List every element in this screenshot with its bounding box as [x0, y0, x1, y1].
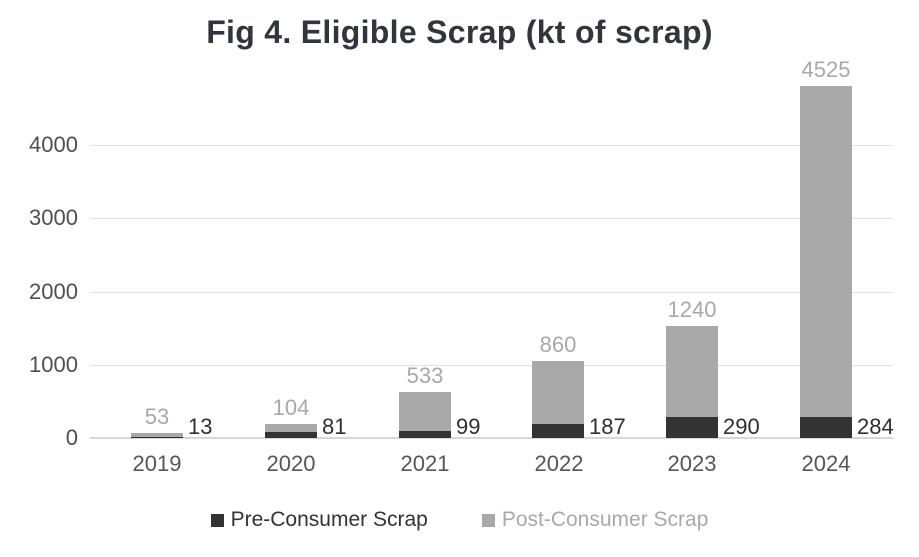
bar-segment-post-consumer: [399, 392, 451, 431]
y-axis-tick-label: 0: [65, 425, 78, 450]
x-axis-category-label: 2021: [400, 451, 450, 476]
post-consumer-value-label: 4525: [801, 57, 851, 82]
x-axis-category-label: 2023: [667, 451, 717, 476]
x-axis-category-label: 2019: [132, 451, 182, 476]
bar-segment-post-consumer: [131, 433, 183, 437]
bar-segment-pre-consumer: [399, 431, 451, 438]
bar-segment-pre-consumer: [131, 437, 183, 438]
bar-segment-pre-consumer: [666, 417, 718, 438]
pre-consumer-value-label: 290: [723, 414, 760, 439]
pre-consumer-value-label: 187: [589, 414, 626, 439]
legend-item-pre-consumer: Pre-Consumer Scrap: [210, 508, 428, 532]
gridline: [90, 218, 893, 219]
pre-consumer-value-label: 13: [188, 414, 213, 439]
post-consumer-value-label: 104: [272, 395, 310, 420]
post-consumer-value-label: 1240: [667, 297, 717, 322]
bar-segment-pre-consumer: [800, 417, 852, 438]
legend: Pre-Consumer Scrap Post-Consumer Scrap: [0, 508, 919, 532]
legend-label-pre-consumer: Pre-Consumer Scrap: [230, 508, 428, 531]
y-axis-tick-label: 3000: [29, 205, 78, 230]
legend-item-post-consumer: Post-Consumer Scrap: [481, 508, 709, 532]
gridline: [90, 365, 893, 366]
bar-segment-post-consumer: [800, 86, 852, 417]
bar-segment-post-consumer: [666, 326, 718, 417]
x-axis-category-label: 2022: [534, 451, 584, 476]
legend-swatch-pre-consumer-icon: [210, 513, 224, 527]
gridline: [90, 145, 893, 146]
bar-segment-pre-consumer: [265, 432, 317, 438]
x-axis-line: [90, 437, 893, 439]
post-consumer-value-label: 860: [539, 332, 577, 357]
legend-label-post-consumer: Post-Consumer Scrap: [501, 508, 709, 531]
pre-consumer-value-label: 99: [456, 414, 481, 439]
chart-title: Fig 4. Eligible Scrap (kt of scrap): [206, 14, 713, 50]
legend-swatch-post-consumer-icon: [481, 513, 495, 527]
bar-segment-post-consumer: [265, 424, 317, 432]
pre-consumer-value-label: 284: [857, 414, 894, 439]
x-axis-category-label: 2020: [266, 451, 316, 476]
post-consumer-value-label: 533: [406, 363, 444, 388]
gridline: [90, 292, 893, 293]
y-axis-tick-label: 4000: [29, 132, 78, 157]
bar-segment-post-consumer: [532, 361, 584, 424]
x-axis-category-label: 2024: [801, 451, 851, 476]
y-axis-tick-label: 2000: [29, 279, 78, 304]
y-axis-tick-label: 1000: [29, 352, 78, 377]
pre-consumer-value-label: 81: [322, 414, 347, 439]
bar-segment-pre-consumer: [532, 424, 584, 438]
post-consumer-value-label: 53: [144, 404, 170, 429]
